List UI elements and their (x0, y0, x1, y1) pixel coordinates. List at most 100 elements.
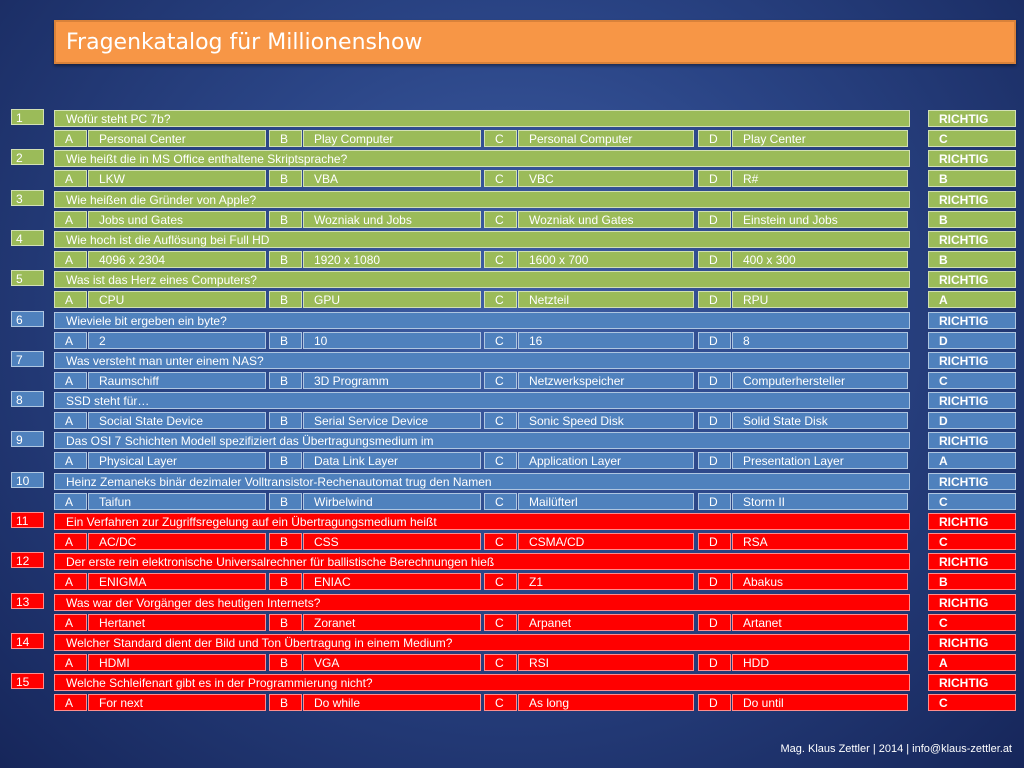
answer-option: ENIGMA (88, 573, 266, 590)
correct-answer: C (928, 493, 1016, 510)
answer-option: For next (88, 694, 266, 711)
answer-option: Data Link Layer (303, 452, 481, 469)
option-letter: A (54, 332, 87, 349)
answer-option: 3D Programm (303, 372, 481, 389)
answer-option: 4096 x 2304 (88, 251, 266, 268)
answer-option: Serial Service Device (303, 412, 481, 429)
answer-option: AC/DC (88, 533, 266, 550)
footer-credit: Mag. Klaus Zettler | 2014 | info@klaus-z… (780, 743, 1013, 755)
answer-option: As long (518, 694, 694, 711)
answer-option: Taifun (88, 493, 266, 510)
answer-option: LKW (88, 170, 266, 187)
question-number: 5 (11, 270, 44, 286)
correct-answer: A (928, 452, 1016, 469)
option-letter: C (484, 654, 517, 671)
answer-option: ENIAC (303, 573, 481, 590)
correct-answer: B (928, 251, 1016, 268)
answer-option: RSA (732, 533, 908, 550)
correct-answer: A (928, 291, 1016, 308)
option-letter: C (484, 211, 517, 228)
option-letter: B (269, 573, 302, 590)
option-letter: D (698, 291, 731, 308)
option-letter: A (54, 130, 87, 147)
option-letter: C (484, 130, 517, 147)
option-letter: C (484, 291, 517, 308)
result-label: RICHTIG (928, 553, 1016, 570)
question-text: Der erste rein elektronische Universalre… (54, 553, 910, 570)
option-letter: D (698, 130, 731, 147)
correct-answer: C (928, 130, 1016, 147)
option-letter: D (698, 533, 731, 550)
question-text: Heinz Zemaneks binär dezimaler Volltrans… (54, 473, 910, 490)
question-text: Wieviele bit ergeben ein byte? (54, 312, 910, 329)
result-label: RICHTIG (928, 271, 1016, 288)
answer-option: Wozniak und Gates (518, 211, 694, 228)
option-letter: D (698, 332, 731, 349)
option-letter: A (54, 412, 87, 429)
option-letter: A (54, 694, 87, 711)
option-letter: C (484, 332, 517, 349)
question-number: 15 (11, 673, 44, 689)
question-number: 14 (11, 633, 44, 649)
option-letter: C (484, 533, 517, 550)
option-letter: D (698, 412, 731, 429)
option-letter: B (269, 332, 302, 349)
answer-option: HDMI (88, 654, 266, 671)
option-letter: A (54, 211, 87, 228)
question-number: 13 (11, 593, 44, 609)
answer-option: Do until (732, 694, 908, 711)
option-letter: B (269, 251, 302, 268)
option-letter: D (698, 614, 731, 631)
result-label: RICHTIG (928, 392, 1016, 409)
answer-option: HDD (732, 654, 908, 671)
option-letter: A (54, 654, 87, 671)
title-bar: Fragenkatalog für Millionenshow (54, 20, 1016, 64)
answer-option: Einstein und Jobs (732, 211, 908, 228)
option-letter: C (484, 573, 517, 590)
answer-option: CPU (88, 291, 266, 308)
question-text: Was ist das Herz eines Computers? (54, 271, 910, 288)
answer-option: 2 (88, 332, 266, 349)
answer-option: VBA (303, 170, 481, 187)
question-number: 3 (11, 190, 44, 206)
option-letter: B (269, 452, 302, 469)
answer-option: 8 (732, 332, 908, 349)
question-text: Wie heißt die in MS Office enthaltene Sk… (54, 150, 910, 167)
question-text: Welcher Standard dient der Bild und Ton … (54, 634, 910, 651)
question-text: Wie heißen die Gründer von Apple? (54, 191, 910, 208)
result-label: RICHTIG (928, 513, 1016, 530)
answer-option: Arpanet (518, 614, 694, 631)
answer-option: 1600 x 700 (518, 251, 694, 268)
correct-answer: D (928, 412, 1016, 429)
result-label: RICHTIG (928, 352, 1016, 369)
answer-option: Jobs und Gates (88, 211, 266, 228)
correct-answer: C (928, 372, 1016, 389)
question-text: Wie hoch ist die Auflösung bei Full HD (54, 231, 910, 248)
option-letter: B (269, 412, 302, 429)
correct-answer: C (928, 533, 1016, 550)
question-text: Welche Schleifenart gibt es in der Progr… (54, 674, 910, 691)
option-letter: D (698, 573, 731, 590)
answer-option: Computerhersteller (732, 372, 908, 389)
option-letter: B (269, 694, 302, 711)
option-letter: A (54, 251, 87, 268)
answer-option: R# (732, 170, 908, 187)
answer-option: Mailüfterl (518, 493, 694, 510)
result-label: RICHTIG (928, 674, 1016, 691)
question-text: Ein Verfahren zur Zugriffsregelung auf e… (54, 513, 910, 530)
correct-answer: C (928, 614, 1016, 631)
answer-option: Wozniak und Jobs (303, 211, 481, 228)
answer-option: Abakus (732, 573, 908, 590)
answer-option: Play Center (732, 130, 908, 147)
correct-answer: B (928, 573, 1016, 590)
option-letter: D (698, 654, 731, 671)
option-letter: B (269, 170, 302, 187)
option-letter: A (54, 573, 87, 590)
answer-option: Presentation Layer (732, 452, 908, 469)
option-letter: A (54, 614, 87, 631)
option-letter: A (54, 170, 87, 187)
answer-option: VBC (518, 170, 694, 187)
option-letter: C (484, 452, 517, 469)
option-letter: D (698, 694, 731, 711)
